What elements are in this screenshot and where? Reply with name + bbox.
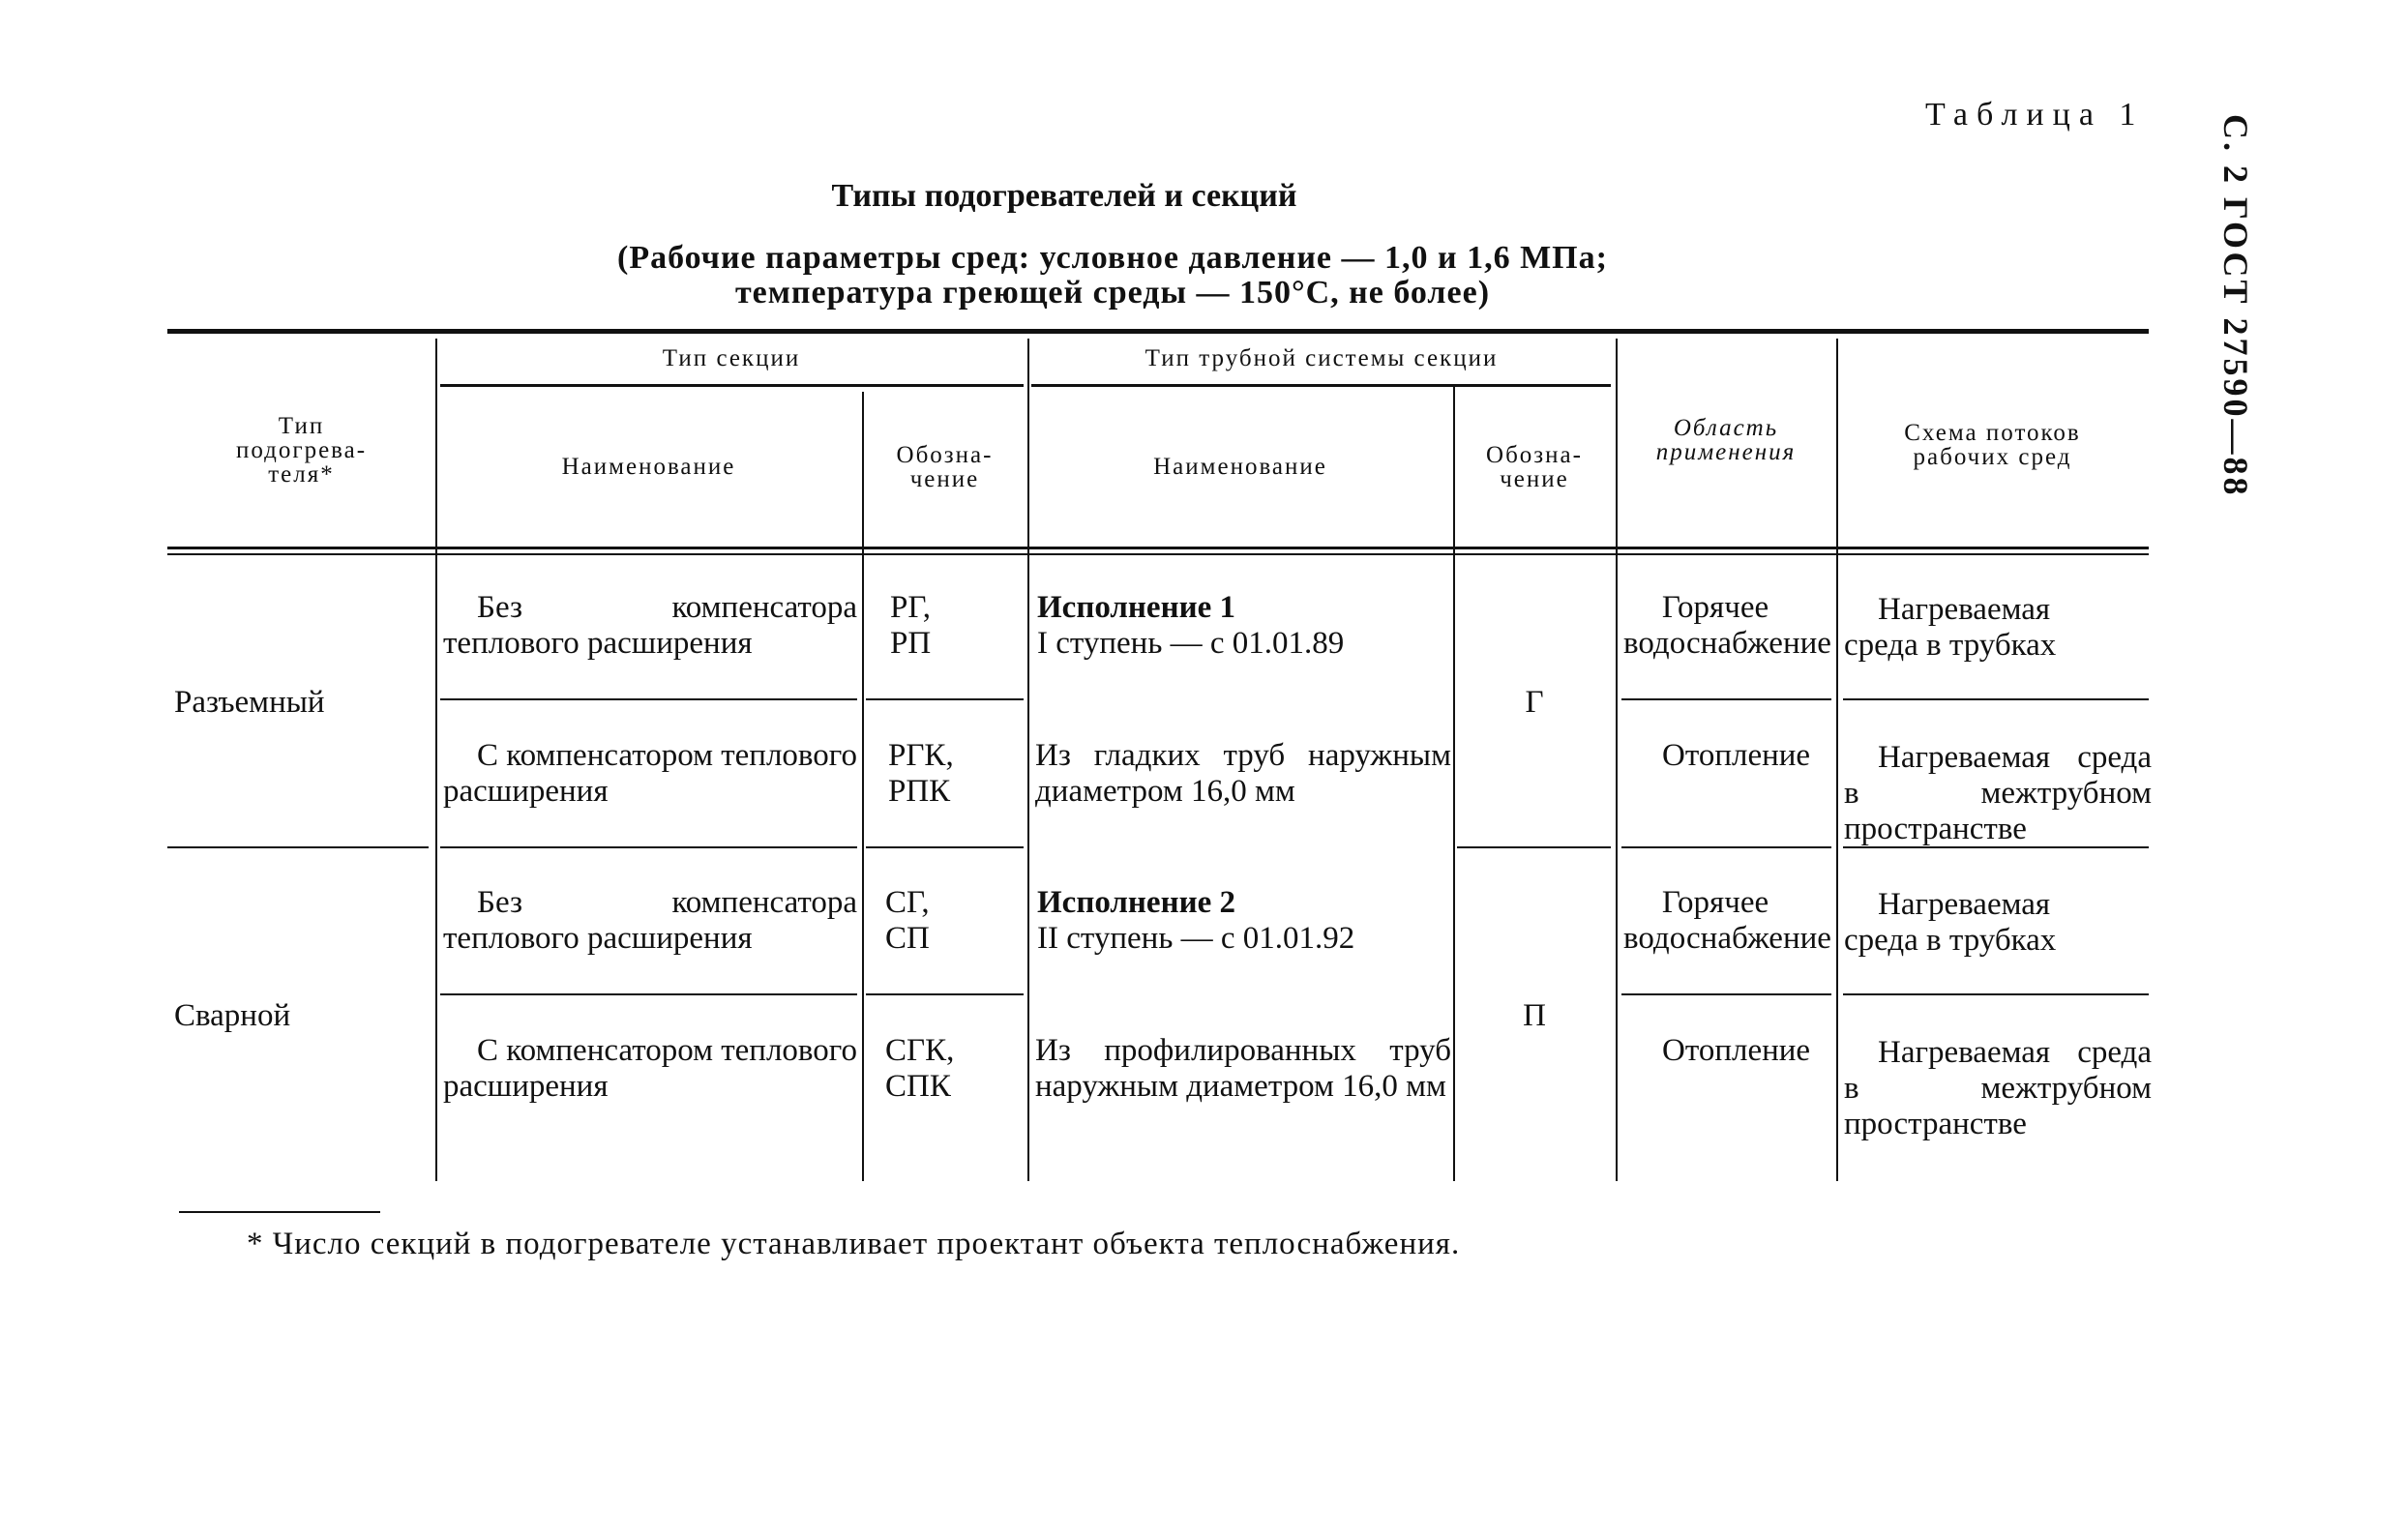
tube-stage-cell: II ступень — с 01.01.92 — [1037, 921, 1355, 956]
designation-cell: СГ, СП — [885, 885, 930, 956]
table-rule — [167, 329, 2149, 334]
tube-designation-cell: П — [1523, 998, 1546, 1033]
table-rule — [1621, 846, 1831, 848]
tube-stage-cell: I ступень — с 01.01.89 — [1037, 626, 1345, 661]
table-column-rule — [1616, 339, 1618, 1181]
table-rule — [866, 993, 1024, 995]
flow-cell: Нагреваемая среда в межтрубном пространс… — [1844, 740, 2152, 846]
application-cell: Горячее водоснабжение — [1623, 590, 1831, 661]
header-section-name: Наименование — [561, 454, 736, 480]
table-rule — [1843, 993, 2149, 995]
flow-cell: Нагреваемая среда в трубках — [1844, 887, 2057, 958]
footnote: * Число секций в подогревателе устанавли… — [247, 1227, 1461, 1261]
table-rule — [167, 846, 429, 848]
table-rule — [1621, 698, 1831, 700]
header-flow-scheme: Схема потоков рабочих сред — [1904, 420, 2081, 470]
footnote-rule — [179, 1211, 380, 1213]
table-column-rule — [862, 392, 864, 1181]
table-rule — [440, 993, 857, 995]
application-cell: Отопление — [1662, 1033, 1811, 1068]
header-tube-system: Тип трубной системы секции — [1145, 344, 1499, 371]
flow-cell: Нагреваемая среда в трубках — [1844, 592, 2057, 663]
table-subtitle-line1: (Рабочие параметры сред: условное давлен… — [617, 240, 1608, 276]
table-rule — [167, 547, 2149, 549]
table-title: Типы подогревателей и секций — [831, 178, 1297, 214]
table-rule — [866, 846, 1024, 848]
header-section-type: Тип секции — [662, 344, 801, 371]
tube-description-cell: Из гладких труб наружным диаметром 16,0 … — [1035, 738, 1451, 809]
tube-designation-cell: Г — [1525, 685, 1544, 720]
designation-cell: РГК, РПК — [888, 738, 954, 809]
header-application: Область применения — [1655, 415, 1797, 465]
table-rule — [1843, 846, 2149, 848]
header-tube-designation: Обозна-чение — [1486, 441, 1583, 492]
section-name-cell: С компенсатором теплового расширения — [443, 1033, 857, 1104]
header-section-designation: Обозна-чение — [896, 441, 994, 492]
header-heater-type: Тип подогрева-теля* — [235, 412, 368, 488]
table-column-rule — [1027, 339, 1029, 1181]
table-subtitle-line2: температура греющей среды — 150°С, не бо… — [734, 275, 1491, 311]
table-rule — [1843, 698, 2149, 700]
application-cell: Горячее водоснабжение — [1623, 885, 1831, 956]
header-tube-name: Наименование — [1153, 454, 1327, 480]
section-name-cell: С компенсатором теплового расширения — [443, 738, 857, 809]
tube-description-cell: Из профилированных труб наружным диаметр… — [1035, 1033, 1451, 1104]
table-rule — [1457, 846, 1611, 848]
flow-cell: Нагреваемая среда в межтрубном пространс… — [1844, 1035, 2152, 1141]
section-name-cell: Без компенсатора теплового расширения — [443, 885, 857, 956]
table-rule — [440, 384, 1024, 387]
table-column-rule — [435, 339, 437, 1181]
tube-execution-cell: Исполнение 1 — [1037, 590, 1235, 625]
designation-cell: РГ, РП — [890, 590, 932, 661]
table-column-rule — [1836, 339, 1838, 1181]
tube-execution-cell: Исполнение 2 — [1037, 885, 1235, 920]
table-rule — [440, 698, 857, 700]
table-rule — [1031, 384, 1611, 387]
section-name-cell: Без компенсатора теплового расширения — [443, 590, 857, 661]
table-rule — [866, 698, 1024, 700]
table-rule — [167, 553, 2149, 555]
designation-cell: СГК, СПК — [885, 1033, 955, 1104]
heater-type-cell: Разъемный — [174, 685, 325, 720]
table-rule — [1621, 993, 1831, 995]
side-page-label: С. 2 ГОСТ 27590—88 — [2216, 114, 2255, 498]
table-column-rule — [1453, 387, 1455, 1181]
heater-type-cell: Сварной — [174, 998, 291, 1033]
table-rule — [440, 846, 857, 848]
table-label: Таблица 1 — [1925, 97, 2145, 133]
application-cell: Отопление — [1662, 738, 1811, 773]
